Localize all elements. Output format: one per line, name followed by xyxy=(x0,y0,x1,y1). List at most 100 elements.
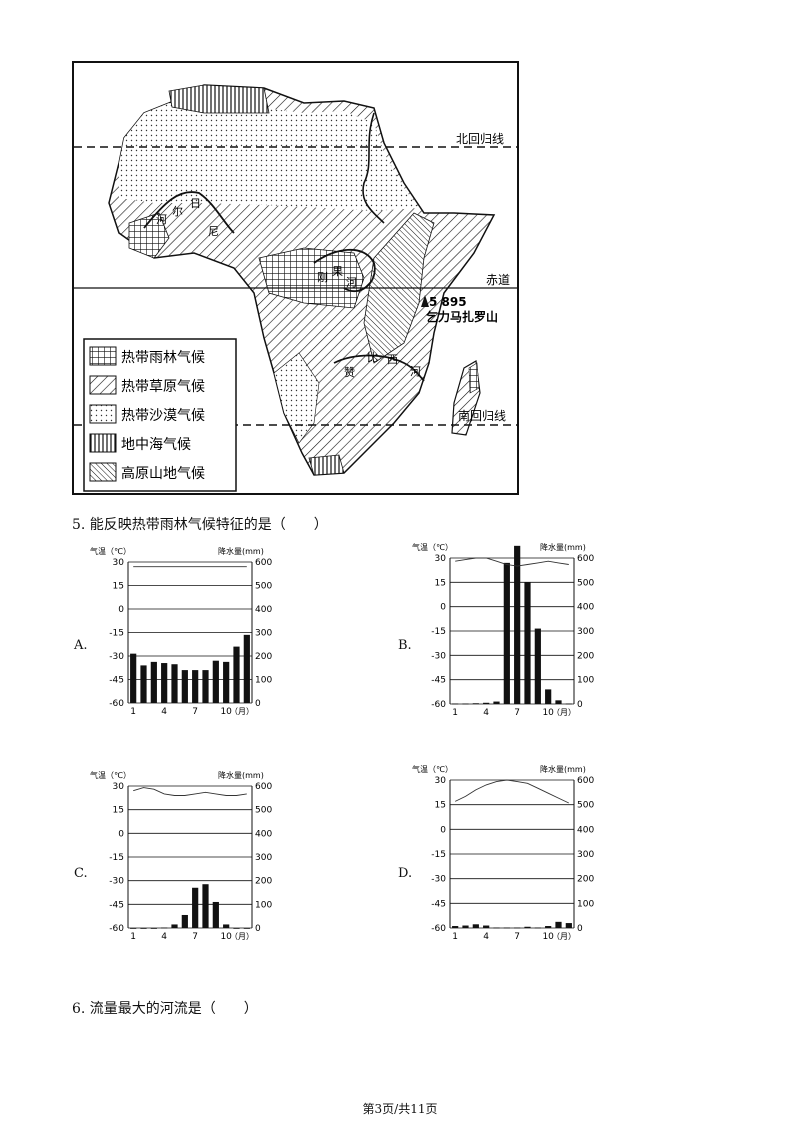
precip-bar xyxy=(555,921,562,928)
climate-chart-a: 气温（℃） 降水量(mm) 30 600 15 500 0 400 -15 300 -30 200 -4… xyxy=(90,546,272,717)
precip-tick-label: 500 xyxy=(577,578,594,588)
precip-bar xyxy=(233,928,240,929)
precip-bar xyxy=(545,689,552,704)
month-tick-label: 4 xyxy=(161,932,167,942)
precip-bar xyxy=(514,545,521,704)
question-6: 6. 流量最大的河流是（ ） xyxy=(72,1001,258,1017)
label-peak-name: 乞力马扎罗山 xyxy=(425,309,498,324)
precip-tick-label: 200 xyxy=(577,651,594,661)
temp-tick-label: -15 xyxy=(109,853,124,863)
precip-tick-label: 0 xyxy=(255,924,261,934)
precip-tick-label: 400 xyxy=(255,605,272,615)
precip-tick-label: 200 xyxy=(255,652,272,662)
label-niger-2: 尔 xyxy=(172,205,183,218)
label-congo-1: 刚 xyxy=(317,271,328,284)
precip-tick-label: 300 xyxy=(255,629,272,639)
precip-tick-label: 0 xyxy=(577,924,583,934)
legend-swatch-highland xyxy=(89,462,117,482)
mediterranean-south xyxy=(308,454,345,476)
precip-bar xyxy=(161,663,168,703)
temp-axis-title: 气温（℃） xyxy=(412,764,453,774)
precip-bar xyxy=(150,661,157,703)
precip-bar xyxy=(181,914,188,928)
temp-tick-label: -60 xyxy=(431,700,446,710)
precip-tick-label: 100 xyxy=(255,676,272,686)
climate-chart-d: 气温（℃） 降水量(mm) 30 600 15 500 0 400 -15 300 -30 200 -4… xyxy=(412,764,594,942)
legend-label-highland: 高原山地气候 xyxy=(121,465,205,482)
month-tick-label: 10 xyxy=(542,708,554,718)
legend-swatch-mediterranean xyxy=(89,433,117,453)
option-c-label[interactable]: C. xyxy=(74,866,88,881)
rainforest-west xyxy=(128,212,170,259)
precip-tick-label: 400 xyxy=(577,825,594,835)
temp-tick-label: -15 xyxy=(431,627,446,637)
precip-tick-label: 600 xyxy=(577,776,594,786)
precip-bar xyxy=(462,925,469,928)
precip-bar xyxy=(212,901,219,928)
precip-tick-label: 300 xyxy=(255,853,272,863)
label-zambezi-4: 河 xyxy=(410,365,421,378)
temp-tick-label: -15 xyxy=(109,629,124,639)
precip-bar xyxy=(140,665,147,703)
precip-bar xyxy=(130,653,137,703)
temp-tick-label: -60 xyxy=(109,924,124,934)
precip-bar xyxy=(524,582,531,704)
temp-axis-title: 气温（℃） xyxy=(90,546,131,556)
label-zambezi-1: 赞 xyxy=(344,366,355,379)
precip-tick-label: 500 xyxy=(577,801,594,811)
africa-map-svg: 北回归线 赤道 南回归线 5 895 乞力马扎罗山 河 尔 日 尼 刚 果 河 … xyxy=(74,84,517,492)
precip-bar xyxy=(171,924,178,928)
precip-tick-label: 400 xyxy=(577,603,594,613)
precip-bar xyxy=(565,703,572,705)
precip-bar xyxy=(223,661,230,703)
mediterranean-north xyxy=(168,84,270,114)
option-b-label[interactable]: B. xyxy=(398,638,412,653)
temp-tick-label: -30 xyxy=(109,877,124,887)
temp-tick-label: -60 xyxy=(109,699,124,709)
label-zambezi-3: 西 xyxy=(387,353,398,366)
month-tick-label: 4 xyxy=(483,708,489,718)
congo-river xyxy=(313,248,376,293)
month-tick-label: 10 xyxy=(220,932,232,942)
precip-tick-label: 0 xyxy=(577,700,583,710)
temp-tick-label: -15 xyxy=(431,850,446,860)
precip-bar xyxy=(483,702,490,704)
temp-tick-label: 30 xyxy=(435,554,447,564)
nile-river xyxy=(362,112,385,224)
precip-bar xyxy=(493,701,500,704)
precip-bar xyxy=(130,928,137,929)
temp-tick-label: 30 xyxy=(435,776,447,786)
temp-tick-label: 0 xyxy=(440,825,446,835)
precip-bar xyxy=(545,926,552,928)
month-unit-label: （月） xyxy=(230,932,254,941)
precip-bar xyxy=(472,924,479,928)
month-unit-label: （月） xyxy=(552,708,576,717)
precip-bar xyxy=(243,634,250,703)
precip-axis-title: 降水量(mm) xyxy=(218,546,264,556)
option-d-label[interactable]: D. xyxy=(398,866,413,881)
temp-tick-label: -30 xyxy=(109,652,124,662)
label-peak-height: 5 895 xyxy=(429,295,467,309)
precip-tick-label: 200 xyxy=(577,875,594,885)
temp-tick-label: -45 xyxy=(431,676,446,686)
temp-tick-label: -60 xyxy=(431,924,446,934)
precip-tick-label: 600 xyxy=(255,558,272,568)
precip-bar xyxy=(503,562,510,704)
label-niger-1: 河 xyxy=(156,213,167,226)
month-unit-label: （月） xyxy=(230,707,254,716)
month-tick-label: 1 xyxy=(130,707,136,717)
temp-axis-title: 气温（℃） xyxy=(90,770,131,780)
climate-chart-b: 气温（℃） 降水量(mm) 30 600 15 500 0 400 -15 300 -30 200 -4… xyxy=(412,542,594,718)
option-a-label[interactable]: A. xyxy=(74,638,88,653)
precip-bar xyxy=(565,923,572,928)
legend-label-savanna: 热带草原气候 xyxy=(121,379,205,395)
precip-bar xyxy=(524,926,531,928)
precip-bar xyxy=(243,928,250,929)
question-5: 5. 能反映热带雨林气候特征的是（ ） xyxy=(72,517,328,533)
precip-bar xyxy=(212,660,219,703)
temp-tick-label: -45 xyxy=(431,899,446,909)
precip-bar xyxy=(171,664,178,703)
precip-bar xyxy=(534,628,541,704)
label-niger-4: 尼 xyxy=(208,225,219,238)
temp-tick-label: -45 xyxy=(109,676,124,686)
